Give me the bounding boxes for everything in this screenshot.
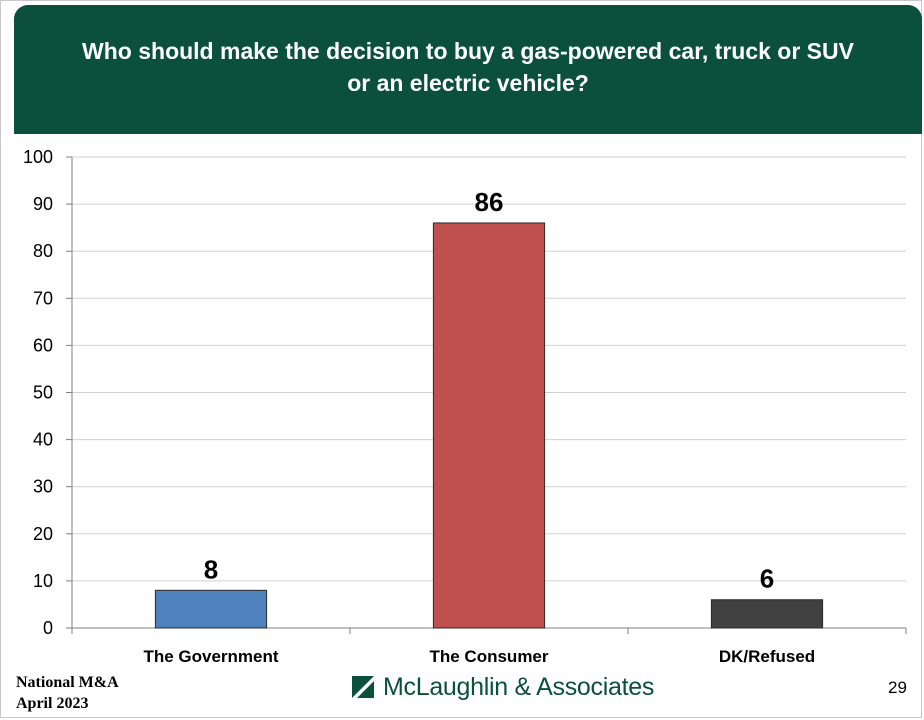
brand: McLaughlin & Associates (352, 673, 654, 701)
footer-survey-date: April 2023 (16, 695, 89, 712)
data-label: 86 (475, 187, 504, 217)
bar (154, 589, 268, 629)
y-tick-label: 70 (33, 288, 53, 308)
category-label: The Government (143, 647, 278, 666)
y-tick-label: 20 (33, 524, 53, 544)
bar (432, 222, 546, 629)
page-number: 29 (888, 678, 907, 697)
data-label: 8 (204, 554, 218, 584)
category-label: The Consumer (429, 647, 548, 666)
footer-survey-info: National M&A April 2023 (16, 672, 119, 714)
y-tick-label: 100 (23, 147, 53, 167)
bar (710, 599, 824, 629)
brand-name: McLaughlin & Associates (383, 672, 655, 701)
y-tick-label: 90 (33, 194, 53, 214)
data-label: 6 (760, 564, 774, 594)
footer-survey-name: National M&A (16, 674, 119, 691)
y-tick-label: 50 (33, 383, 53, 403)
y-tick-label: 80 (33, 241, 53, 261)
y-tick-label: 40 (33, 430, 53, 450)
y-tick-label: 30 (33, 477, 53, 497)
y-tick-label: 60 (33, 335, 53, 355)
title-banner: Who should make the decision to buy a ga… (14, 5, 922, 134)
chart-title: Who should make the decision to buy a ga… (82, 37, 854, 96)
y-tick-label: 10 (33, 571, 53, 591)
mclaughlin-logo-icon (352, 676, 374, 698)
category-label: DK/Refused (719, 647, 815, 666)
y-tick-label: 0 (43, 618, 53, 638)
